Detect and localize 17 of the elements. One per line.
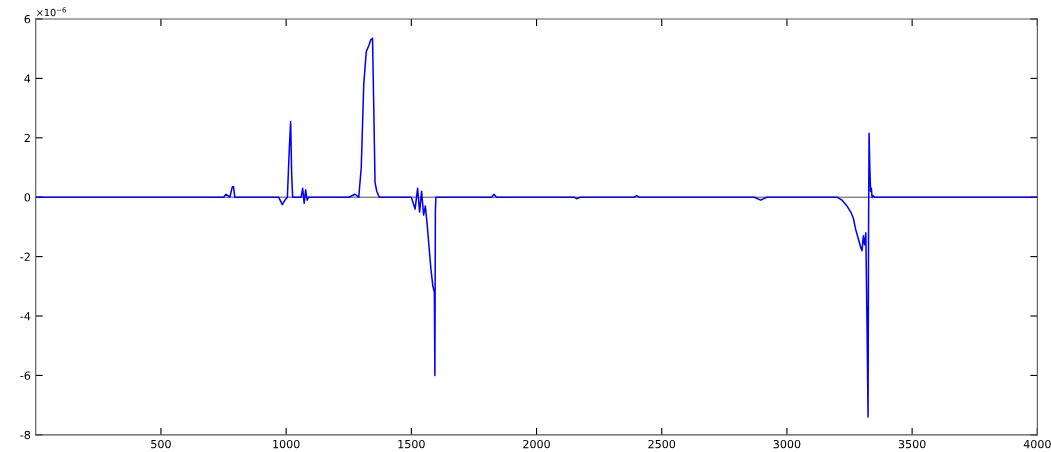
text: ×10$^{−6}$ xyxy=(37,7,66,17)
x-tick-label: 1500 xyxy=(398,439,425,449)
x-tick-label: 2000 xyxy=(523,439,550,449)
y-tick-label: -6 xyxy=(20,371,31,380)
y-tick-label: -2 xyxy=(20,252,30,261)
x-tick-label: 4000 xyxy=(1023,439,1051,449)
x-tick-label: 500 xyxy=(151,439,171,449)
x-tick-label: 2500 xyxy=(648,439,676,449)
y-tick-label: -4 xyxy=(20,312,31,321)
x-tick-label: 3000 xyxy=(773,439,801,449)
x-tick-label: 1000 xyxy=(273,439,300,449)
y-tick-label: 0 xyxy=(24,193,31,202)
y-tick-label: 6 xyxy=(24,14,31,24)
y-tick-label: 4 xyxy=(24,74,31,83)
y-tick-label: 2 xyxy=(24,133,30,143)
x-tick-label: 3500 xyxy=(898,439,926,449)
y-tick-label: -8 xyxy=(20,430,31,440)
